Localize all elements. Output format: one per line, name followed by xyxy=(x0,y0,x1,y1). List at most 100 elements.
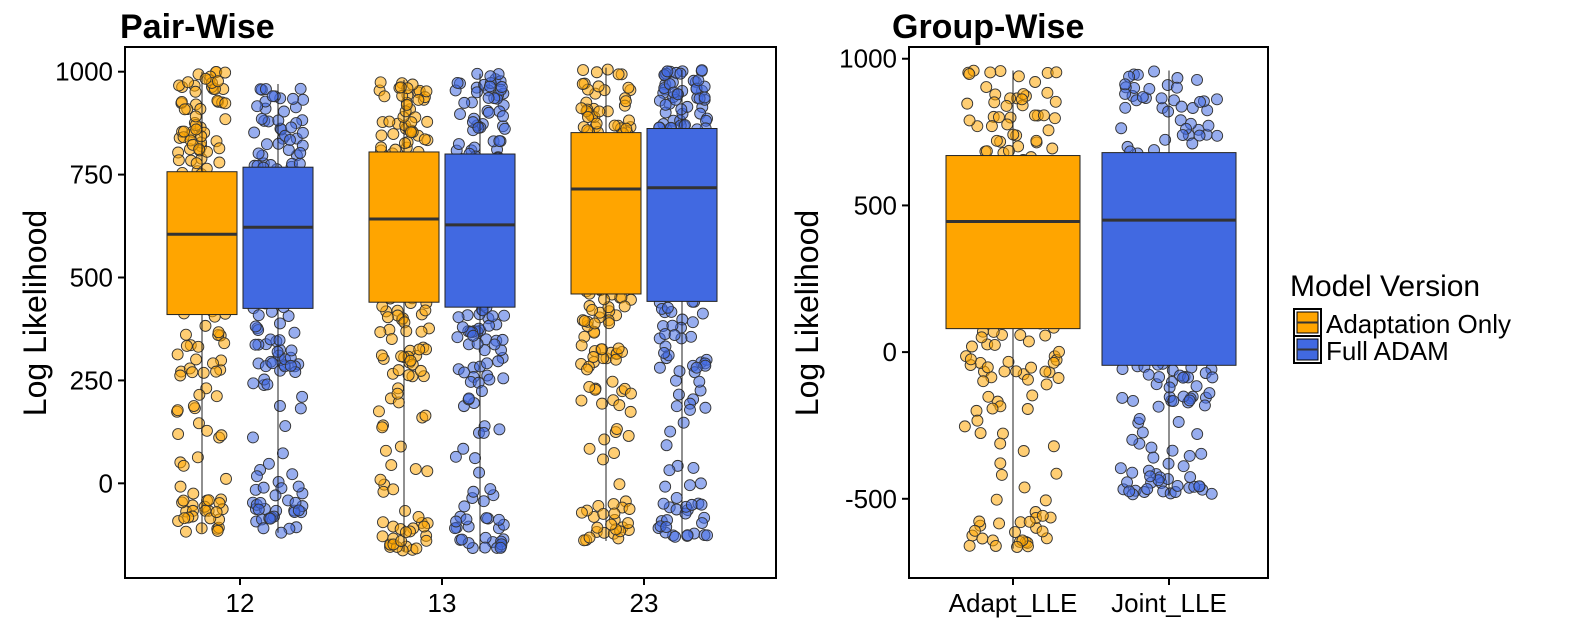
data-point xyxy=(252,503,265,516)
data-point xyxy=(420,534,433,547)
data-point xyxy=(171,348,184,361)
group-wise-panel-border xyxy=(908,46,1269,579)
data-point xyxy=(1152,400,1165,413)
data-point xyxy=(597,507,610,520)
data-point xyxy=(1159,133,1172,146)
data-point xyxy=(192,340,205,353)
data-point xyxy=(482,106,495,119)
data-point xyxy=(287,92,299,105)
data-point xyxy=(419,409,432,422)
data-point xyxy=(990,134,1003,147)
data-point xyxy=(458,500,471,513)
box-full-adam-23 xyxy=(646,128,718,302)
data-point xyxy=(1195,447,1208,460)
data-point xyxy=(418,520,431,533)
data-point xyxy=(187,487,200,500)
data-point xyxy=(975,331,988,344)
data-point xyxy=(391,387,404,400)
y-tick-label: 0 xyxy=(99,468,113,498)
data-point xyxy=(961,97,974,110)
data-point xyxy=(471,67,484,80)
data-point xyxy=(1021,373,1034,386)
data-point xyxy=(179,525,192,538)
data-point xyxy=(1172,416,1185,428)
data-point xyxy=(172,154,185,167)
data-point xyxy=(1012,70,1025,83)
data-point xyxy=(1147,451,1160,464)
data-point xyxy=(1042,124,1055,137)
data-point xyxy=(413,343,426,356)
data-point xyxy=(1022,335,1035,348)
data-point xyxy=(610,423,623,435)
data-point xyxy=(1205,487,1218,500)
data-point xyxy=(1153,371,1166,384)
data-point xyxy=(963,539,976,552)
data-point xyxy=(575,339,588,352)
data-point xyxy=(695,498,708,511)
data-point xyxy=(590,66,603,79)
data-point xyxy=(575,102,588,115)
data-point xyxy=(376,421,389,434)
data-point xyxy=(588,317,601,330)
data-point xyxy=(484,70,497,83)
data-point xyxy=(266,90,279,103)
data-point xyxy=(477,495,490,508)
data-point xyxy=(269,489,282,502)
y-tick-label: 500 xyxy=(854,190,897,220)
data-point xyxy=(285,344,298,357)
data-point xyxy=(622,81,635,94)
data-point xyxy=(264,512,277,525)
data-point xyxy=(1211,93,1223,106)
pair-wise-panel: Pair-Wise Log Likelihood 0 250 500 750 1000 1… xyxy=(17,8,777,618)
data-point xyxy=(1202,119,1215,132)
data-point xyxy=(187,400,200,413)
data-point xyxy=(379,444,392,457)
data-point xyxy=(220,472,232,485)
data-point xyxy=(394,81,407,94)
data-point xyxy=(1168,94,1180,107)
data-point xyxy=(1148,65,1160,78)
data-point xyxy=(193,143,206,156)
data-point xyxy=(193,417,205,430)
data-point xyxy=(693,375,706,388)
data-point xyxy=(399,505,411,517)
data-point xyxy=(990,493,1003,506)
data-point xyxy=(1155,92,1168,105)
data-point xyxy=(974,427,987,440)
data-point xyxy=(219,97,232,110)
data-point xyxy=(210,365,223,378)
data-point xyxy=(1114,462,1127,475)
data-point xyxy=(480,512,493,524)
data-point xyxy=(660,521,673,533)
data-point xyxy=(1191,74,1203,86)
legend-key-adaptation-only xyxy=(1293,308,1322,337)
x-tick-label-23: 23 xyxy=(630,588,659,618)
data-point xyxy=(1036,509,1049,522)
data-point xyxy=(1190,380,1203,393)
data-point xyxy=(262,457,275,470)
data-point xyxy=(285,121,298,134)
data-point xyxy=(981,361,994,374)
data-point xyxy=(977,375,990,388)
data-point xyxy=(257,481,270,494)
data-point xyxy=(1198,399,1211,412)
data-point xyxy=(374,326,387,339)
data-point xyxy=(473,466,486,479)
data-point xyxy=(1175,100,1188,113)
data-point xyxy=(661,65,674,78)
data-point xyxy=(493,513,505,526)
data-point xyxy=(251,100,264,113)
data-point xyxy=(670,492,683,504)
data-point xyxy=(1037,109,1050,122)
data-point xyxy=(1167,395,1180,408)
data-point xyxy=(394,440,407,453)
data-point xyxy=(375,141,388,154)
data-point xyxy=(249,338,262,351)
box-adaptation-only-23 xyxy=(570,132,642,295)
data-point xyxy=(984,66,997,79)
data-point xyxy=(1186,137,1199,150)
data-point xyxy=(219,66,232,79)
data-point xyxy=(378,90,391,103)
data-point xyxy=(402,369,415,382)
